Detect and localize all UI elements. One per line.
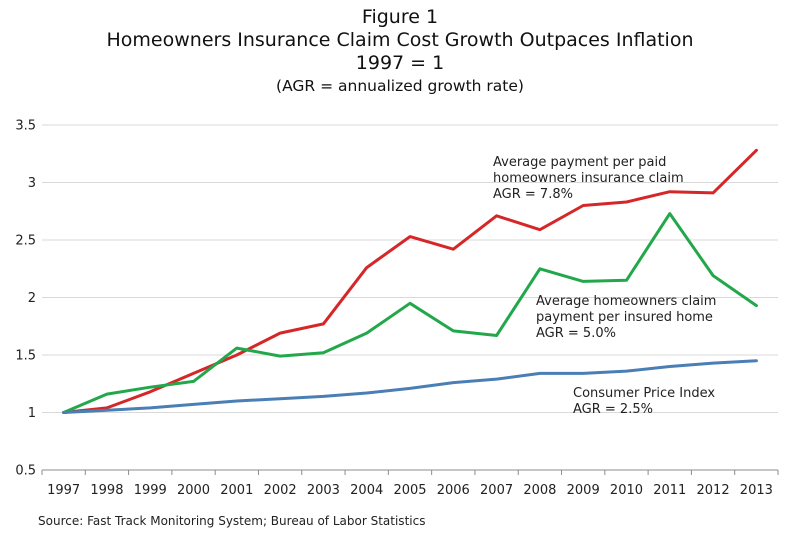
y-tick-label: 3 [28, 176, 36, 191]
series-annotation-1: Average homeowners claim payment per insu… [536, 294, 716, 341]
x-tick-label: 1997 [47, 483, 80, 498]
source-note: Source: Fast Track Monitoring System; Bu… [38, 514, 426, 528]
annotation-line: homeowners insurance claim [493, 171, 684, 186]
x-tick-label: 2002 [264, 483, 297, 498]
chart-subtitle: Homeowners Insurance Claim Cost Growth O… [106, 29, 694, 51]
annotation-line: AGR = 2.5% [573, 402, 653, 417]
x-tick-label: 2001 [220, 483, 253, 498]
gridlines [42, 124, 778, 413]
series-annotation-0: Average payment per paid homeowners insur… [493, 155, 684, 202]
chart-base-note: 1997 = 1 [355, 52, 445, 74]
series-lines [62, 148, 758, 414]
annotation-line: Consumer Price Index [573, 386, 715, 401]
annotations: Average payment per paid homeowners insur… [493, 155, 716, 417]
y-tick-label: 2 [28, 291, 36, 306]
x-tick-label: 2010 [610, 483, 643, 498]
y-tick-label: 1 [28, 406, 36, 421]
x-tick-label: 2003 [307, 483, 340, 498]
x-tick-label: 2006 [437, 483, 470, 498]
chart-title: Figure 1 [361, 6, 439, 28]
x-tick-label: 2013 [740, 483, 773, 498]
chart-agr-note: (AGR = annualized growth rate) [276, 77, 524, 95]
series-line-1 [62, 212, 758, 414]
x-tick-label: 2007 [480, 483, 513, 498]
y-tick-label: 1.5 [15, 349, 36, 364]
x-tick-label: 2009 [567, 483, 600, 498]
x-tick-label: 2008 [523, 483, 556, 498]
axes: 0.5 1 1.5 2 2.5 3 3.5 1997 1998 1999 2000 2001 2002 2… [15, 119, 779, 498]
x-tick-label: 2011 [653, 483, 686, 498]
series-annotation-2: Consumer Price Index AGR = 2.5% [573, 386, 715, 417]
series-line-0 [62, 148, 758, 414]
y-tick-label: 0.5 [15, 464, 36, 479]
annotation-line: payment per insured home [536, 310, 713, 325]
x-tick-label: 2000 [177, 483, 210, 498]
y-tick-label: 2.5 [15, 234, 36, 249]
annotation-line: Average payment per paid [493, 155, 666, 170]
series-line-2 [62, 359, 758, 414]
y-tick-label: 3.5 [15, 119, 36, 134]
x-tick-label: 2004 [350, 483, 383, 498]
annotation-line: Average homeowners claim [536, 294, 716, 309]
x-tick-label: 1999 [134, 483, 167, 498]
annotation-line: AGR = 7.8% [493, 187, 573, 202]
x-tick-label: 1998 [90, 483, 123, 498]
x-tick-label: 2005 [393, 483, 426, 498]
annotation-line: AGR = 5.0% [536, 326, 616, 341]
chart-titles: Figure 1 Homeowners Insurance Claim Cost… [0, 6, 800, 97]
x-tick-label: 2012 [697, 483, 730, 498]
